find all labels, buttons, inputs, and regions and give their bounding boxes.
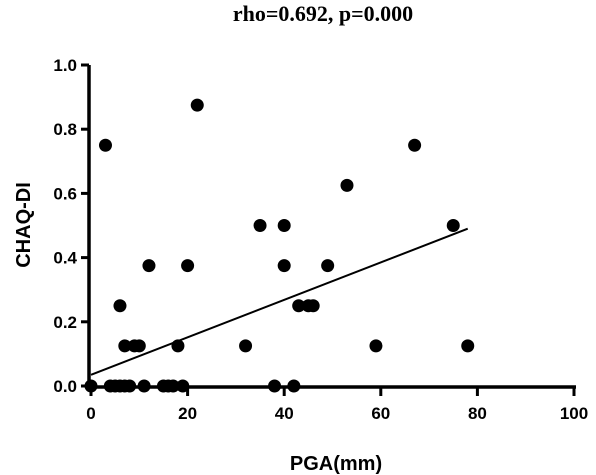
data-point [190, 98, 204, 112]
y-tick-label: 0.8 [53, 120, 77, 139]
x-tick-label: 0 [86, 404, 95, 423]
y-axis-label: CHAQ-DI [13, 182, 35, 268]
data-point [84, 379, 98, 393]
data-point [340, 178, 354, 192]
data-point [292, 299, 306, 313]
data-point [166, 379, 180, 393]
data-point [239, 339, 253, 353]
y-axis-ticks: 0.0 0.2 0.4 0.6 0.8 1.0 [53, 56, 89, 396]
data-point [446, 219, 460, 232]
data-point [287, 379, 301, 393]
y-tick-label: 1.0 [53, 56, 77, 75]
data-point [306, 299, 320, 313]
x-tick-label: 20 [178, 404, 197, 423]
data-point [181, 259, 195, 273]
data-point [461, 339, 475, 353]
x-axis-ticks: 0 20 40 60 80 100 [86, 387, 588, 423]
y-tick-label: 0.2 [53, 313, 77, 332]
data-point [408, 138, 422, 152]
data-point [142, 259, 156, 273]
data-point [277, 219, 291, 232]
data-point [277, 259, 291, 273]
data-point [113, 299, 127, 313]
regression-line [90, 227, 469, 376]
y-tick-label: 0.6 [53, 184, 77, 203]
data-point [321, 259, 335, 273]
data-point [268, 379, 282, 393]
x-axis-label: PGA(mm) [290, 453, 382, 475]
data-points [84, 98, 475, 393]
x-tick-label: 80 [468, 404, 487, 423]
x-tick-label: 40 [275, 404, 294, 423]
y-tick-label: 0.0 [53, 377, 77, 396]
data-point [98, 138, 112, 152]
data-point [132, 339, 146, 353]
data-point [137, 379, 151, 393]
chart-title: rho=0.692, p=0.000 [233, 1, 413, 26]
data-point [171, 339, 185, 353]
x-tick-label: 60 [371, 404, 390, 423]
x-tick-label: 100 [560, 404, 588, 423]
data-point [123, 379, 137, 393]
data-point [369, 339, 383, 353]
data-point [176, 379, 190, 393]
data-point [253, 219, 267, 232]
data-point [118, 339, 132, 353]
y-tick-label: 0.4 [53, 249, 77, 268]
